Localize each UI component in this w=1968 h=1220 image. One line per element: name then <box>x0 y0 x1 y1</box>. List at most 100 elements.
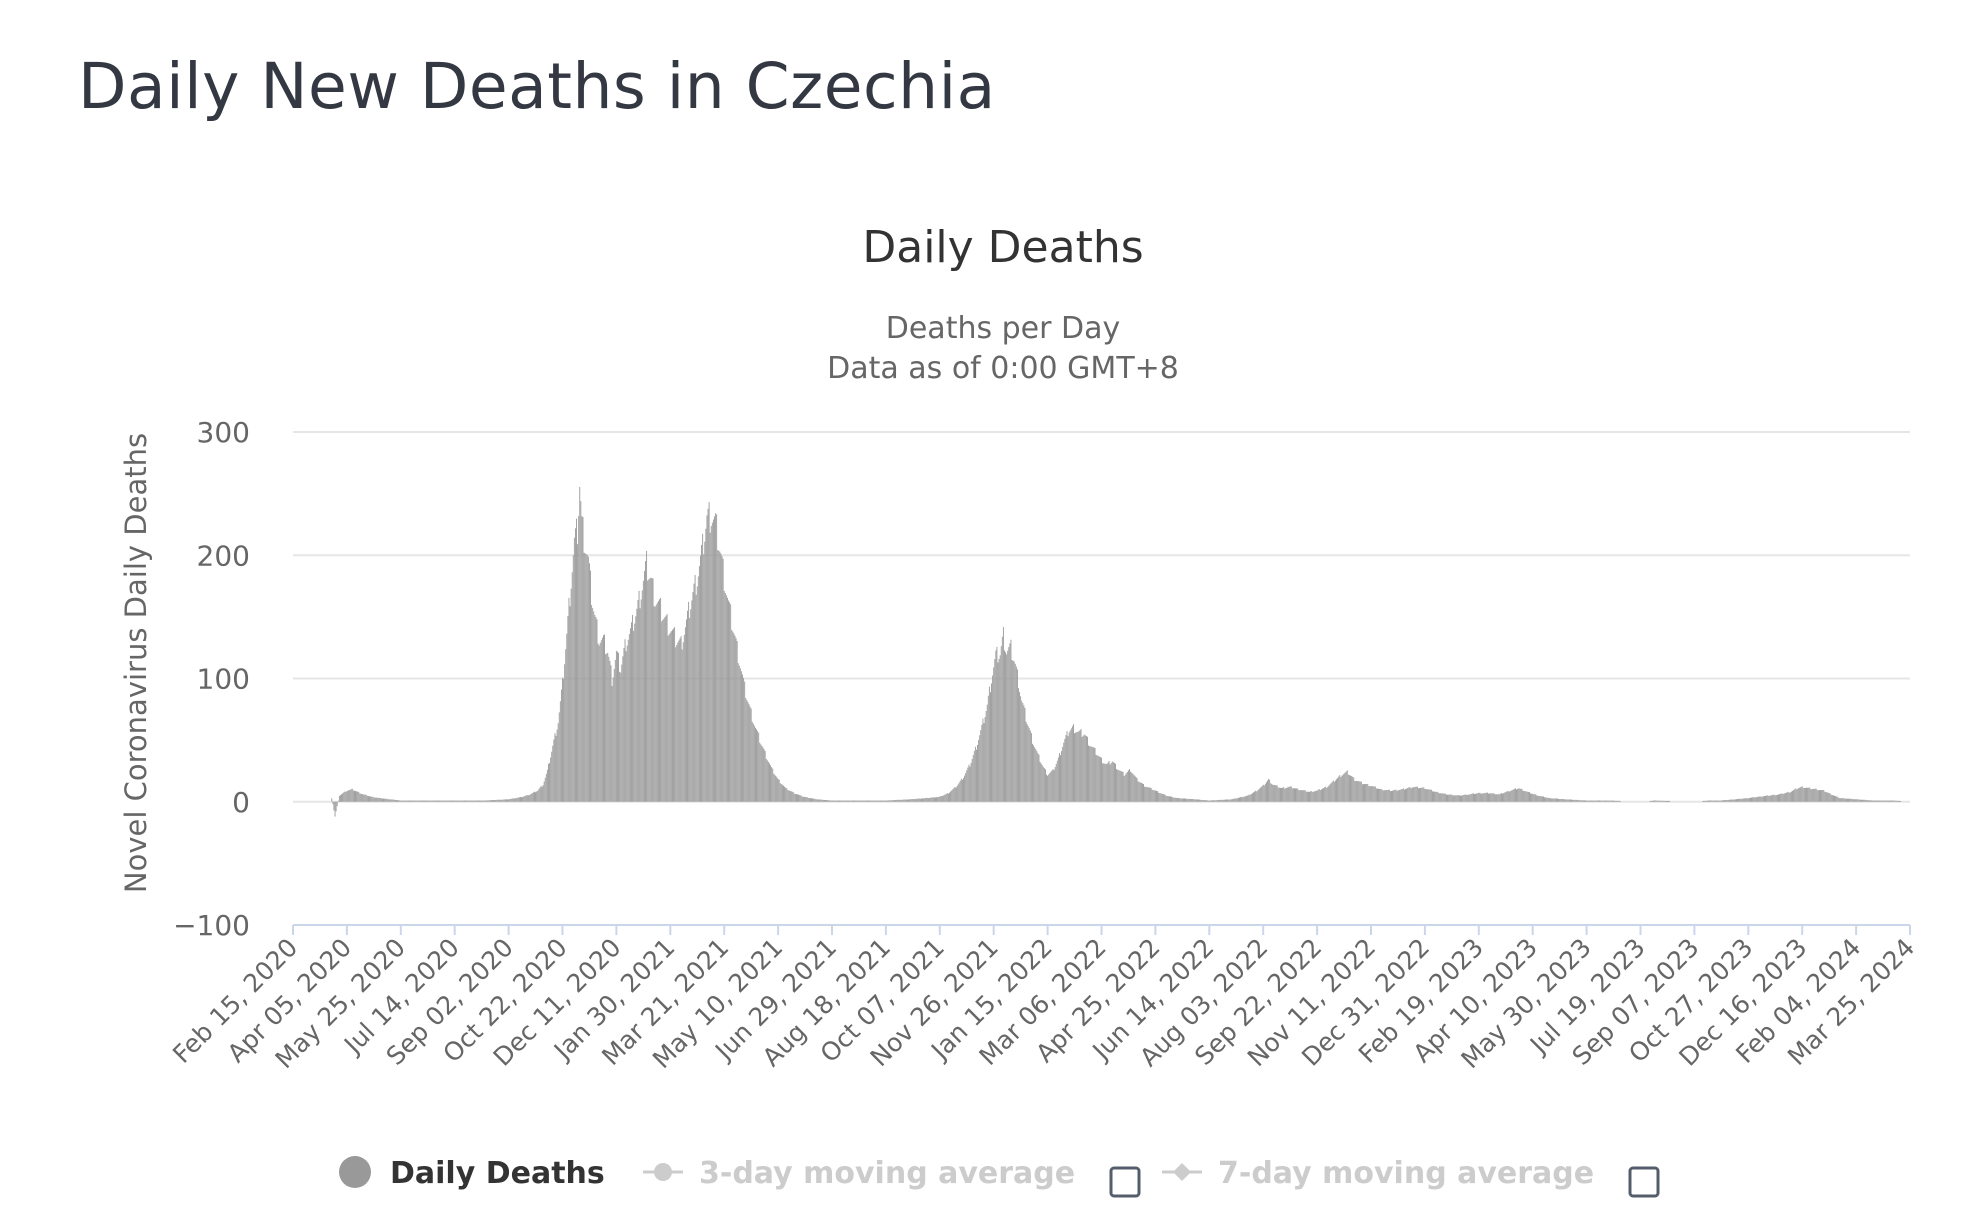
bar <box>1730 799 1732 802</box>
bar <box>1356 781 1358 802</box>
checkbox-7-day-average[interactable] <box>1628 1166 1660 1198</box>
bar <box>803 796 805 802</box>
bar <box>1899 800 1901 802</box>
bar <box>1578 800 1580 802</box>
bar <box>440 800 442 802</box>
bar <box>546 769 548 802</box>
bar <box>882 800 884 802</box>
bar <box>432 800 434 802</box>
bar <box>1820 790 1821 802</box>
bar <box>954 787 956 802</box>
bar <box>1854 799 1856 802</box>
bar <box>535 792 536 802</box>
bar <box>828 800 830 802</box>
bar <box>1753 797 1755 802</box>
bar <box>715 513 717 802</box>
bar <box>552 745 554 802</box>
bar <box>1026 724 1028 802</box>
bar <box>746 699 748 802</box>
bar <box>1870 800 1872 802</box>
bar <box>965 772 967 802</box>
bar <box>847 800 849 802</box>
bar <box>1195 799 1197 802</box>
legend-item-3-day-average[interactable]: 3-day moving average <box>643 1156 1075 1191</box>
bar <box>1797 788 1799 802</box>
bar <box>1334 780 1336 802</box>
bar <box>1456 795 1458 802</box>
bar <box>841 800 843 802</box>
bar <box>564 664 566 802</box>
bar <box>720 553 722 802</box>
bar <box>1137 781 1139 802</box>
bar <box>1719 800 1721 802</box>
bar <box>486 800 488 802</box>
bar <box>1075 732 1077 802</box>
bar <box>1253 792 1254 802</box>
bar <box>370 796 372 802</box>
bar <box>646 550 648 802</box>
bar <box>1387 789 1389 802</box>
bar <box>742 674 743 802</box>
bar <box>1288 786 1290 802</box>
bar <box>1533 794 1535 802</box>
bar <box>788 790 790 802</box>
bar <box>1359 781 1361 802</box>
bar <box>1442 793 1444 802</box>
bar <box>1668 800 1669 802</box>
bar <box>1532 793 1534 802</box>
bar <box>392 799 394 802</box>
legend-item-daily-deaths[interactable]: Daily Deaths <box>339 1156 605 1191</box>
bar <box>1497 794 1499 802</box>
bar <box>1194 799 1196 802</box>
bar <box>1199 799 1201 802</box>
bar <box>839 800 840 802</box>
bar <box>1351 776 1353 802</box>
bar <box>876 800 878 802</box>
bar <box>893 800 894 802</box>
bar <box>1800 786 1802 802</box>
bar <box>825 799 826 802</box>
checkbox-3-day-average[interactable] <box>1109 1166 1141 1198</box>
bar <box>1412 787 1414 802</box>
bar <box>1599 800 1600 802</box>
bar <box>1074 733 1075 802</box>
bar <box>797 794 798 802</box>
bar <box>618 652 620 802</box>
bar <box>1510 790 1512 802</box>
bar <box>1414 786 1416 802</box>
bar <box>614 660 616 802</box>
bar <box>1278 787 1280 802</box>
bar <box>599 642 601 802</box>
bar <box>1400 789 1402 802</box>
bar <box>407 800 409 802</box>
bar <box>1093 747 1095 802</box>
bar <box>378 797 380 802</box>
bar <box>1109 764 1111 802</box>
bar <box>1363 784 1364 802</box>
bar <box>1044 769 1046 802</box>
bar <box>1161 793 1163 802</box>
bar <box>1707 800 1709 802</box>
bar <box>1047 775 1049 802</box>
bar <box>795 794 797 802</box>
bar <box>526 795 528 802</box>
bar <box>729 602 731 802</box>
bar <box>693 583 695 802</box>
bar <box>1063 742 1065 802</box>
bar <box>1071 726 1073 802</box>
bar <box>805 797 807 802</box>
bar <box>662 620 664 802</box>
legend-item-7-day-average[interactable]: 7-day moving average <box>1162 1156 1594 1191</box>
bar <box>1051 770 1053 802</box>
bar <box>1792 790 1793 802</box>
bar <box>1796 789 1798 802</box>
bar <box>1032 743 1033 802</box>
bar <box>1135 776 1137 802</box>
bar <box>1483 793 1485 802</box>
bar <box>1399 789 1401 802</box>
bar <box>1439 793 1441 802</box>
bar <box>1558 798 1560 802</box>
bar <box>405 800 407 802</box>
bar <box>1446 794 1447 802</box>
bar <box>1652 800 1654 802</box>
